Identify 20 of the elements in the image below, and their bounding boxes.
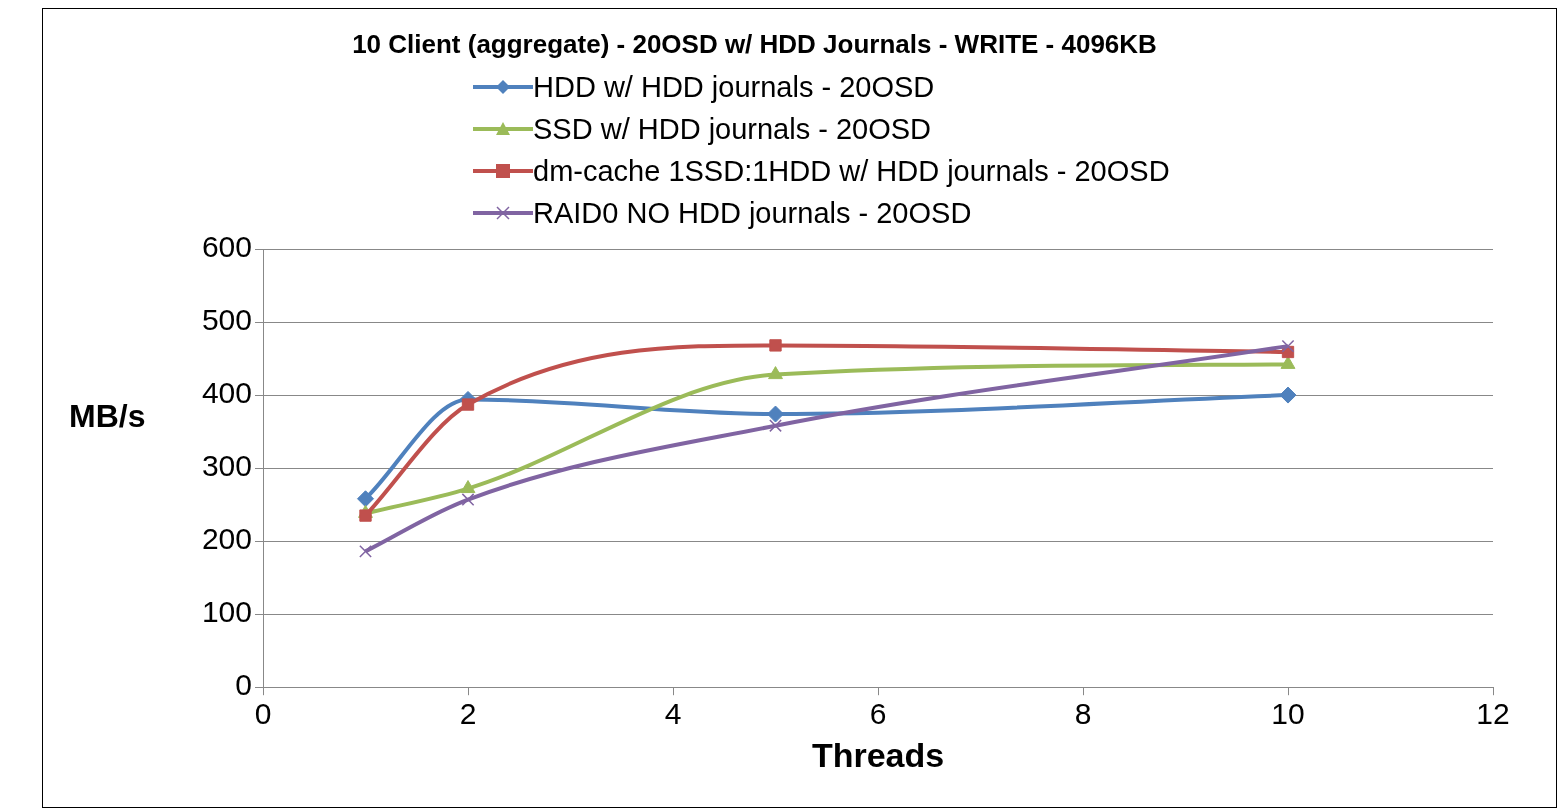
y-tick-label: 300 xyxy=(201,449,252,483)
legend-label: SSD w/ HDD journals - 20OSD xyxy=(533,112,932,146)
legend-label: HDD w/ HDD journals - 20OSD xyxy=(533,70,935,104)
x-tick-label: 8 xyxy=(1074,697,1092,731)
y-tick-label: 600 xyxy=(201,230,252,264)
chart-title: 10 Client (aggregate) - 20OSD w/ HDD Journals - WRITE - 4096KB xyxy=(351,29,1158,60)
x-tick-label: 2 xyxy=(459,697,477,731)
y-tick-label: 400 xyxy=(201,376,252,410)
x-tick-label: 6 xyxy=(869,697,887,731)
y-axis-title: MB/s xyxy=(69,398,146,435)
y-tick-label: 500 xyxy=(201,303,252,337)
y-tick-label: 200 xyxy=(201,522,252,556)
y-tick-label: 0 xyxy=(235,668,252,702)
legend-label: RAID0 NO HDD journals - 20OSD xyxy=(533,196,972,230)
x-tick-label: 10 xyxy=(1271,697,1305,731)
x-tick-label: 12 xyxy=(1476,697,1510,731)
y-tick-label: 100 xyxy=(201,595,252,629)
legend-label: dm-cache 1SSD:1HDD w/ HDD journals - 20OSD xyxy=(533,154,1170,188)
x-tick-label: 4 xyxy=(664,697,682,731)
x-axis-title: Threads xyxy=(811,735,945,774)
